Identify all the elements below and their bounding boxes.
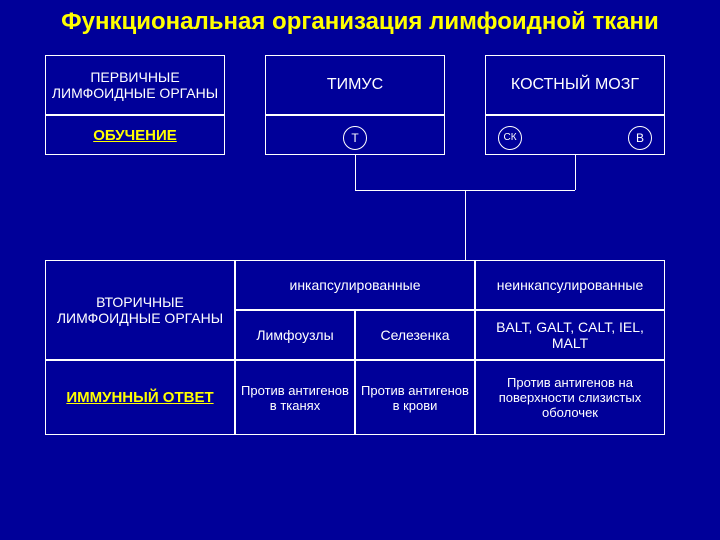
t-cell-label: Т [351, 131, 358, 145]
blood-antigens-cell: Против антигенов в крови [355, 360, 475, 435]
tissue-antigens-cell: Против антигенов в тканях [235, 360, 355, 435]
mucosal-antigens-cell: Против антигенов на поверхности слизисты… [475, 360, 665, 435]
primary-organs-header: ПЕРВИЧНЫЕ ЛИМФОИДНЫЕ ОРГАНЫ [45, 55, 225, 115]
primary-organs-sub: ОБУЧЕНИЕ [45, 115, 225, 155]
spleen-cell: Селезенка [355, 310, 475, 360]
encapsulated-header: инкапсулированные [235, 260, 475, 310]
lymph-nodes-cell: Лимфоузлы [235, 310, 355, 360]
non-encapsulated-header: неинкапсулированные [475, 260, 665, 310]
b-cell-icon: В [628, 126, 652, 150]
slide-title: Функциональная организация лимфоидной тк… [0, 8, 720, 36]
connector-line [575, 155, 576, 190]
connector-line [355, 155, 356, 190]
connector-line [465, 190, 466, 260]
secondary-organs-header: ВТОРИЧНЫЕ ЛИМФОИДНЫЕ ОРГАНЫ [45, 260, 235, 360]
bone-marrow-header: КОСТНЫЙ МОЗГ [485, 55, 665, 115]
malt-cell: BALT, GALT, CALT, IEL, MALT [475, 310, 665, 360]
thymus-header: ТИМУС [265, 55, 445, 115]
sk-cell-label: СК [503, 133, 516, 143]
t-cell-icon: Т [343, 126, 367, 150]
slide: Функциональная организация лимфоидной тк… [0, 0, 720, 540]
b-cell-label: В [636, 131, 644, 145]
sk-cell-icon: СК [498, 126, 522, 150]
immune-response-header: ИММУННЫЙ ОТВЕТ [45, 360, 235, 435]
